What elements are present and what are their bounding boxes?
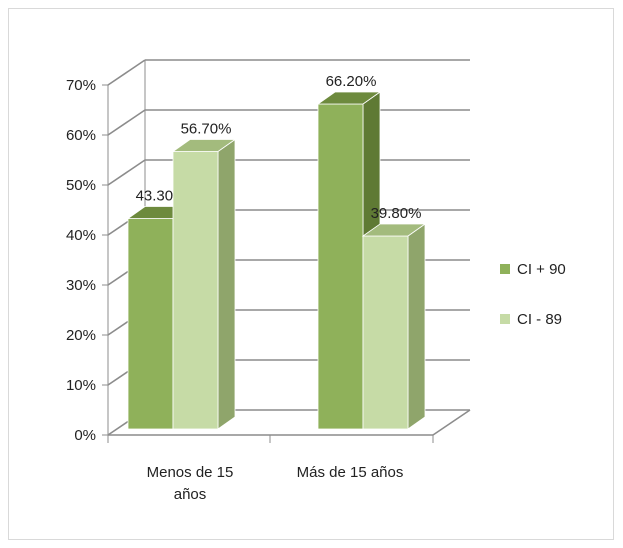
legend-swatch	[500, 314, 510, 324]
y-tick-label: 50%	[66, 177, 96, 194]
legend-swatch	[500, 264, 510, 274]
legend-label: CI - 89	[517, 311, 562, 328]
y-tick-label: 10%	[66, 377, 96, 394]
floor-right-edge	[432, 409, 471, 436]
bar-side	[217, 138, 236, 430]
bar	[127, 218, 174, 430]
bar	[317, 103, 364, 430]
bar-top	[361, 223, 427, 237]
y-tick-label: 30%	[66, 277, 96, 294]
bar-top	[171, 139, 237, 152]
y-tick-label: 0%	[74, 427, 96, 444]
category-label: años	[174, 486, 207, 503]
gridline-diagonal	[107, 59, 146, 86]
chart-frame	[8, 8, 614, 540]
bar	[172, 151, 219, 430]
data-label: 56.70%	[181, 121, 232, 138]
y-tick-label: 70%	[66, 77, 96, 94]
data-label: 39.80%	[371, 205, 422, 222]
bar-side	[407, 223, 426, 430]
y-tick-label: 60%	[66, 127, 96, 144]
category-label: Más de 15 años	[297, 464, 404, 481]
bar	[362, 235, 409, 430]
bar-top	[316, 91, 382, 105]
data-label: 66.20%	[326, 73, 377, 90]
y-tick-label: 20%	[66, 327, 96, 344]
legend-label: CI + 90	[517, 261, 566, 278]
y-tick-label: 40%	[66, 227, 96, 244]
gridline-diagonal	[107, 159, 146, 186]
category-label: Menos de 15	[147, 464, 234, 481]
gridline-diagonal	[107, 109, 146, 136]
